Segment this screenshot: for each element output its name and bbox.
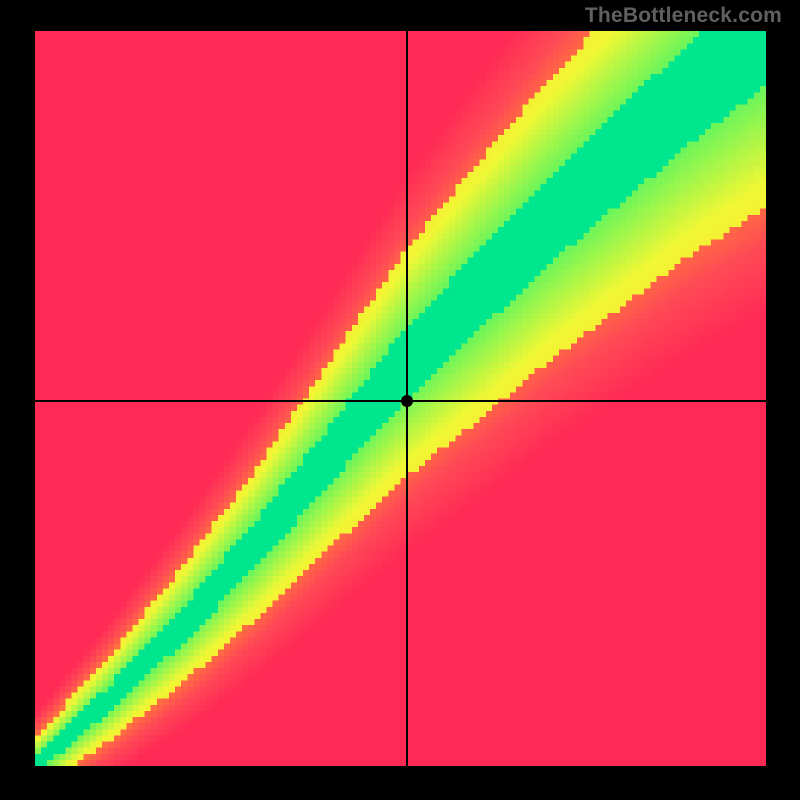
crosshair-marker — [401, 395, 413, 407]
chart-container: TheBottleneck.com — [0, 0, 800, 800]
watermark-text: TheBottleneck.com — [585, 4, 782, 28]
